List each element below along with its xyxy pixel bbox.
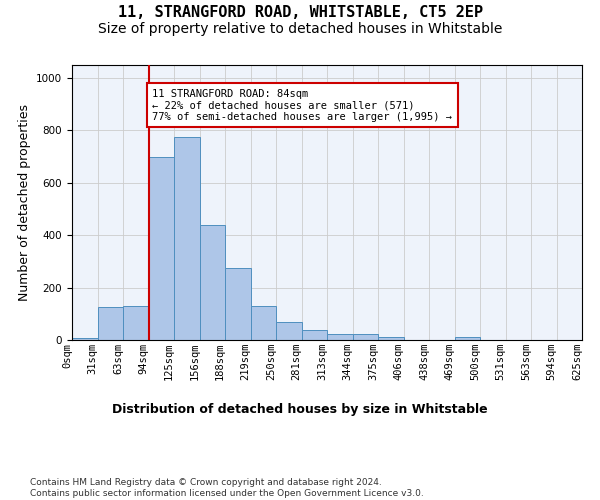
Bar (97, 308, 123, 340)
Text: Distribution of detached houses by size in Whitstable: Distribution of detached houses by size … (112, 402, 488, 415)
Bar (123, 306, 149, 340)
Bar (327, 334, 353, 340)
Bar (455, 338, 480, 340)
Bar (72, 338, 97, 340)
Bar (199, 225, 225, 340)
Bar (276, 322, 302, 340)
Text: Contains HM Land Registry data © Crown copyright and database right 2024.
Contai: Contains HM Land Registry data © Crown c… (30, 478, 424, 498)
Text: 11 STRANGFORD ROAD: 84sqm
← 22% of detached houses are smaller (571)
77% of semi: 11 STRANGFORD ROAD: 84sqm ← 22% of detac… (152, 88, 452, 122)
Bar (174, 137, 199, 340)
Bar (302, 330, 327, 340)
Bar (225, 268, 251, 340)
Y-axis label: Number of detached properties: Number of detached properties (17, 104, 31, 301)
Bar (353, 334, 378, 340)
Text: 11, STRANGFORD ROAD, WHITSTABLE, CT5 2EP: 11, STRANGFORD ROAD, WHITSTABLE, CT5 2EP (118, 5, 482, 20)
Text: Size of property relative to detached houses in Whitstable: Size of property relative to detached ho… (98, 22, 502, 36)
Bar (378, 337, 404, 340)
Bar (251, 306, 276, 340)
Bar (149, 156, 174, 340)
